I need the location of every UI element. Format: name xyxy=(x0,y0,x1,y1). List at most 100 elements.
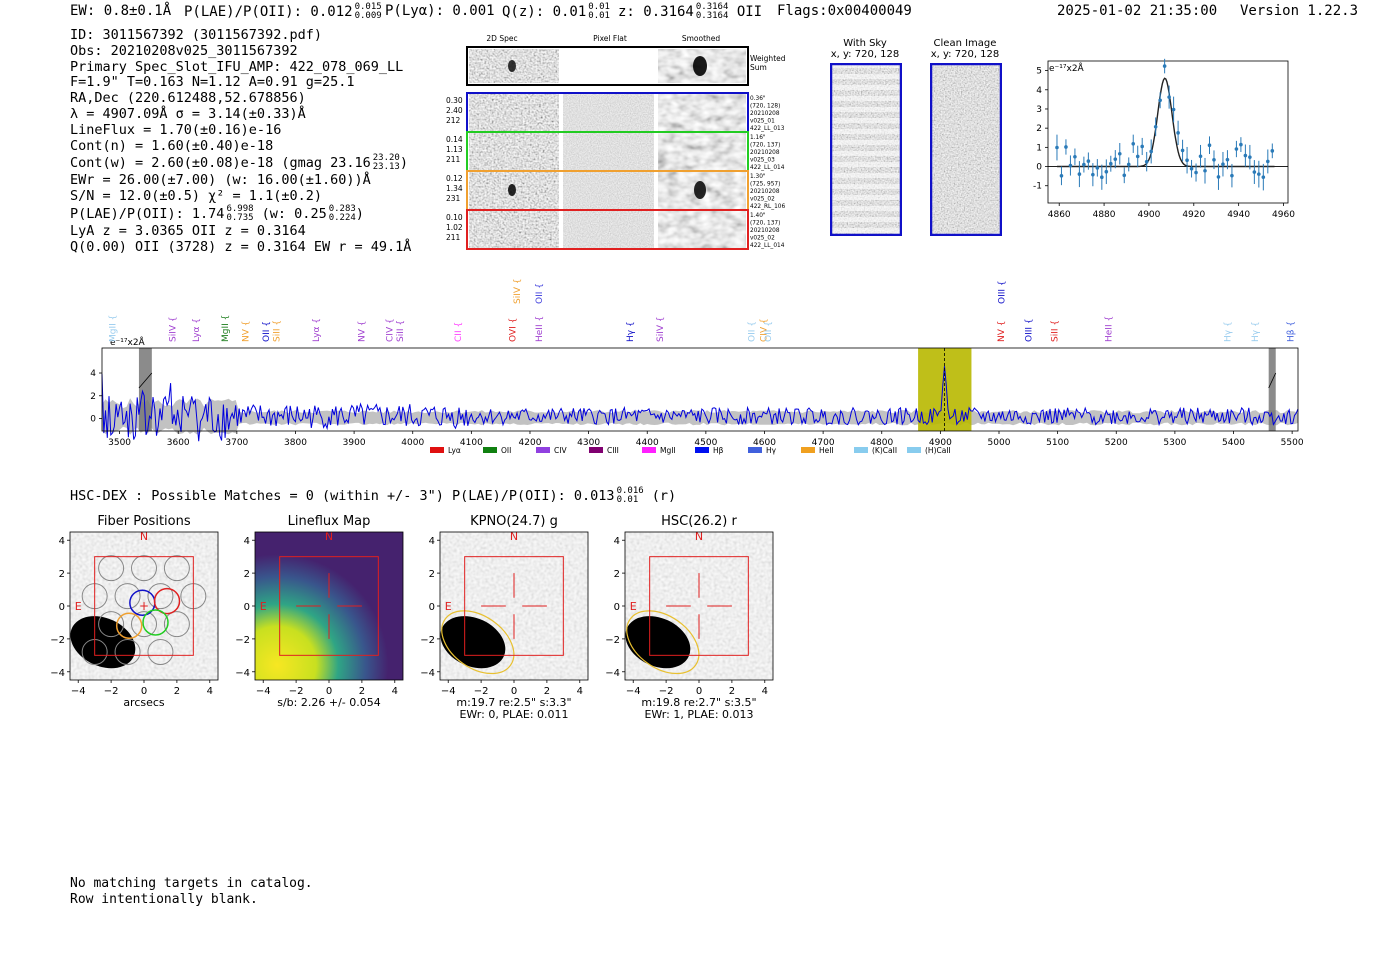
cutout-2dspec-1 xyxy=(469,94,559,131)
image-panel-sub2-3: EWr: 0, PLAE: 0.011 xyxy=(459,708,568,721)
zoom-point-42 xyxy=(1243,153,1248,158)
panel-4-xtick-label-1: −2 xyxy=(659,686,674,697)
spectrum-xtick-label-8: 4300 xyxy=(577,438,600,448)
fiber-circle-4 xyxy=(114,583,141,610)
spectrum-xtick-label-13: 4800 xyxy=(870,438,893,448)
spectrum-xtick-label-19: 5400 xyxy=(1222,438,1245,448)
spectrum-error-band xyxy=(102,398,1298,435)
zoom-xtick-label-3: 4920 xyxy=(1182,210,1205,220)
image-panel-box-3 xyxy=(464,556,564,656)
hsc-dex-summary: HSC-DEX : Possible Matches = 0 (within +… xyxy=(70,487,676,505)
spectrum-legend-label-7: HeII xyxy=(819,446,834,455)
image-panel-sub1-1: arcsecs xyxy=(123,696,165,709)
zoom-point-13 xyxy=(1113,157,1118,161)
panel-1-xtick-label-0: −4 xyxy=(71,686,86,697)
info-plae-w-hi: 0.283 xyxy=(328,203,356,214)
panel-4-ytick-label-1: −2 xyxy=(605,635,620,646)
spectrum-legend-swatch-3 xyxy=(589,447,603,453)
zoom-point-40 xyxy=(1234,147,1239,151)
zoom-xtick-label-2: 4900 xyxy=(1137,210,1160,220)
cutout-row-1-stat-2: 2.40 xyxy=(446,106,463,115)
cutout-col-2dspec: 2D Spec xyxy=(486,34,517,43)
with-sky-title: With Sky x, y: 720, 128 xyxy=(830,38,900,60)
spectrum-legend-swatch-4 xyxy=(642,447,656,453)
footer-line-1: No matching targets in catalog. xyxy=(70,876,313,891)
zoom-point-20 xyxy=(1144,159,1149,164)
hsc-band: (r) xyxy=(651,488,677,504)
zoom-point-8 xyxy=(1091,172,1095,177)
spectrum-line-label-6: SiII { xyxy=(273,320,283,342)
spectrum-line-label-11: CII { xyxy=(454,322,464,342)
spectrum-legend-swatch-6 xyxy=(748,447,762,453)
info-gmag-hi: 23.20 xyxy=(372,153,400,164)
zoom-point-31 xyxy=(1194,170,1198,175)
cutout-col-pixelflat: Pixel Flat xyxy=(593,34,627,43)
spectrum-flux-line xyxy=(101,366,1299,442)
spectrum-xtick-label-15: 5000 xyxy=(988,438,1011,448)
zoom-ytick-label-3: 2 xyxy=(1036,124,1042,134)
panel-3-xtick-label-0: −4 xyxy=(441,686,456,697)
spectrum-xtick-label-17: 5200 xyxy=(1105,438,1128,448)
spectrum-legend-label-2: CIV xyxy=(554,446,567,455)
spectrum-xtick-label-10: 4500 xyxy=(694,438,717,448)
spectrum-line-label-0: MgII { xyxy=(109,315,119,342)
cutout-row-1-stat-3: 212 xyxy=(446,116,461,125)
image-panel-title-3: KPNO(24.7) g xyxy=(470,514,558,529)
zoom-point-41 xyxy=(1239,142,1243,147)
zoom-point-34 xyxy=(1207,143,1212,147)
spectrum-line-label-3: MgII { xyxy=(221,315,231,342)
header-qz-hi: 0.01 xyxy=(588,2,610,12)
spectrum-legend-label-9: (H)CaII xyxy=(925,446,951,455)
cutout-row-2-meta-3: 20210208 xyxy=(750,150,780,156)
weighted-sum-label-1: Weighted xyxy=(750,54,786,63)
spectrum-legend-label-6: Hγ xyxy=(766,446,777,455)
zoom-point-11 xyxy=(1104,169,1109,174)
cutout-row-4-meta-3: 20210208 xyxy=(750,228,780,234)
hsc-dex-text: HSC-DEX : Possible Matches = 0 (within +… xyxy=(70,488,615,504)
panel-1-ytick-label-1: −2 xyxy=(50,635,65,646)
spectrum-legend-label-5: Hβ xyxy=(713,446,724,455)
cutout-row-1-stat-1: 0.30 xyxy=(446,96,463,105)
spectrum-line-label-21: OIII { xyxy=(997,280,1007,304)
zoom-xtick-label-0: 4860 xyxy=(1048,210,1071,220)
panel-4-ytick-label-2: 0 xyxy=(614,602,620,613)
spectrum-xtick-label-1: 3600 xyxy=(167,438,190,448)
spectrum-masked-band-0 xyxy=(138,348,152,431)
header-qz-label: Q(z): 0.01 xyxy=(502,4,587,20)
panel-3-ytick-label-4: 4 xyxy=(429,536,435,547)
zoom-axes-frame xyxy=(1047,60,1289,204)
cutout-weighted-sum-row: Weighted Sum xyxy=(466,46,786,86)
cutout-row-3-meta-4: v025_02 xyxy=(750,197,775,203)
zoom-point-28 xyxy=(1180,148,1185,153)
info-q: Q(0.00) OII (3728) z = 0.3164 EW r = 49.… xyxy=(70,238,412,255)
zoom-point-10 xyxy=(1100,175,1104,180)
spectrum-xtick-label-14: 4900 xyxy=(929,438,952,448)
zoom-point-15 xyxy=(1122,173,1127,178)
zoom-point-14 xyxy=(1117,151,1122,156)
panel-1-xtick-label-2: 0 xyxy=(141,686,147,697)
panel-1-ytick-label-3: 2 xyxy=(59,569,65,580)
spectrum-xtick-label-18: 5300 xyxy=(1163,438,1186,448)
catalog-footer: No matching targets in catalog. Row inte… xyxy=(70,876,313,908)
panel-4-ytick-label-0: −4 xyxy=(605,668,620,679)
compass-n-1: N xyxy=(140,530,148,543)
cutout-row-1-meta-2: (720, 128) xyxy=(750,104,780,110)
panel-1-xtick-label-3: 2 xyxy=(174,686,180,697)
spectrum-line-label-10: SiII { xyxy=(396,320,406,342)
panel-2-xtick-label-4: 4 xyxy=(392,686,398,697)
panel-1-ytick-label-0: −4 xyxy=(50,668,65,679)
info-obs: Obs: 20210208v025_3011567392 xyxy=(70,42,298,59)
panel-4-ytick-label-4: 4 xyxy=(614,536,620,547)
panel-4-xtick-label-2: 0 xyxy=(696,686,702,697)
fiber-circle-green xyxy=(142,609,169,636)
info-plae-hi: 6.998 xyxy=(226,203,254,214)
panel-2-xtick-label-0: −4 xyxy=(256,686,271,697)
zoom-ytick-label-4: 1 xyxy=(1036,143,1042,153)
info-gmag-lo: 23.13 xyxy=(372,162,400,173)
spectrum-mask-hatch-0 xyxy=(138,372,153,389)
zoom-point-33 xyxy=(1203,168,1207,173)
full-spectrum-chart: 3500 3600 3700 3800 3900 4000 4100 4200 4300 4400… xyxy=(90,278,1304,455)
cutout-row-2-meta-4: v025_03 xyxy=(750,158,775,164)
spectrum-legend-label-4: MgII xyxy=(660,446,676,455)
